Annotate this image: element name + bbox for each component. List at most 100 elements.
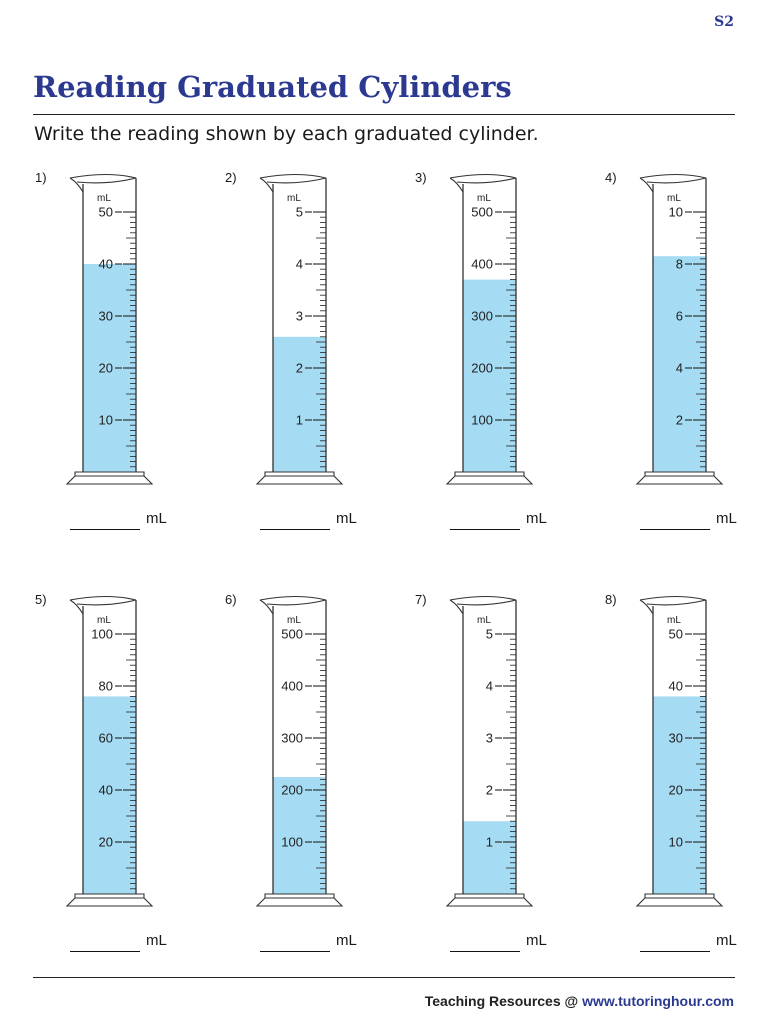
scale-label: 30 bbox=[669, 731, 683, 746]
scale-label: 400 bbox=[471, 257, 493, 272]
problem-7: mL 5 4 3 2 1 7) mL bbox=[413, 592, 603, 962]
liquid-level bbox=[653, 256, 706, 472]
cylinder-walls bbox=[462, 600, 517, 894]
cylinder-spout bbox=[449, 173, 517, 193]
scale-label: 1 bbox=[486, 835, 493, 850]
answer-blank[interactable] bbox=[640, 951, 710, 952]
title-divider bbox=[33, 114, 735, 115]
scale-label: 20 bbox=[99, 361, 113, 376]
answer-blank[interactable] bbox=[70, 951, 140, 952]
cylinder-base bbox=[65, 893, 154, 907]
graduated-cylinder: mL5 4 3 2 1 bbox=[445, 595, 534, 907]
cylinder-spout bbox=[639, 173, 707, 193]
scale-label: 80 bbox=[99, 679, 113, 694]
scale-label: 5 bbox=[486, 627, 493, 642]
graduated-cylinder: mL5 4 3 2 1 bbox=[255, 173, 344, 485]
footer-site-link[interactable]: www.tutoringhour.com bbox=[582, 993, 734, 1009]
answer-unit: mL bbox=[716, 932, 737, 949]
scale-label: 30 bbox=[99, 309, 113, 324]
problem-number: 1) bbox=[35, 170, 47, 185]
scale-unit-label: mL bbox=[477, 193, 491, 204]
problem-number: 8) bbox=[605, 592, 617, 607]
scale-label: 4 bbox=[486, 679, 493, 694]
cylinder-spout bbox=[449, 595, 517, 615]
answer-field[interactable]: mL bbox=[450, 932, 610, 954]
scale-label: 10 bbox=[669, 835, 683, 850]
scale-unit-label: mL bbox=[97, 193, 111, 204]
scale-label: 200 bbox=[471, 361, 493, 376]
liquid-level bbox=[463, 279, 516, 472]
cylinder-walls bbox=[462, 178, 517, 472]
cylinder-walls bbox=[272, 600, 327, 894]
scale-label: 100 bbox=[91, 627, 113, 642]
problem-number: 6) bbox=[225, 592, 237, 607]
problem-3: mL 500 400 300 200 100 3) mL bbox=[413, 170, 603, 540]
scale-unit-label: mL bbox=[287, 615, 301, 626]
answer-field[interactable]: mL bbox=[70, 932, 230, 954]
scale-label: 400 bbox=[281, 679, 303, 694]
scale-label: 10 bbox=[99, 413, 113, 428]
answer-unit: mL bbox=[526, 932, 547, 949]
scale-label: 3 bbox=[296, 309, 303, 324]
answer-blank[interactable] bbox=[450, 951, 520, 952]
answer-blank[interactable] bbox=[450, 529, 520, 530]
scale-label: 5 bbox=[296, 205, 303, 220]
liquid-level bbox=[273, 777, 326, 894]
answer-field[interactable]: mL bbox=[260, 510, 420, 532]
scale-label: 100 bbox=[281, 835, 303, 850]
page-title: Reading Graduated Cylinders bbox=[33, 70, 512, 104]
answer-field[interactable]: mL bbox=[640, 932, 768, 954]
liquid-level bbox=[653, 696, 706, 894]
scale-label: 4 bbox=[296, 257, 303, 272]
problem-1: mL 50 40 30 20 10 1) mL bbox=[33, 170, 223, 540]
scale-label: 2 bbox=[296, 361, 303, 376]
answer-blank[interactable] bbox=[260, 951, 330, 952]
answer-field[interactable]: mL bbox=[450, 510, 610, 532]
cylinder-spout bbox=[69, 173, 137, 193]
page-code: S2 bbox=[714, 14, 734, 30]
answer-blank[interactable] bbox=[70, 529, 140, 530]
problem-5: mL 100 80 60 40 20 5) mL bbox=[33, 592, 223, 962]
problem-number: 5) bbox=[35, 592, 47, 607]
scale-label: 1 bbox=[296, 413, 303, 428]
answer-field[interactable]: mL bbox=[640, 510, 768, 532]
scale-unit-label: mL bbox=[477, 615, 491, 626]
answer-unit: mL bbox=[336, 932, 357, 949]
problem-4: mL 10 8 6 4 2 4) mL bbox=[603, 170, 768, 540]
liquid-level bbox=[273, 336, 326, 472]
liquid-level bbox=[463, 821, 516, 894]
instructions: Write the reading shown by each graduate… bbox=[34, 123, 539, 145]
cylinder-base bbox=[445, 471, 534, 485]
scale-label: 40 bbox=[669, 679, 683, 694]
scale-label: 500 bbox=[471, 205, 493, 220]
cylinder-spout bbox=[639, 595, 707, 615]
cylinder-walls bbox=[82, 178, 137, 472]
scale-label: 500 bbox=[281, 627, 303, 642]
problem-number: 4) bbox=[605, 170, 617, 185]
answer-field[interactable]: mL bbox=[260, 932, 420, 954]
footer-credit: Teaching Resources @ www.tutoringhour.co… bbox=[425, 993, 734, 1009]
scale-label: 3 bbox=[486, 731, 493, 746]
scale-label: 2 bbox=[486, 783, 493, 798]
cylinder-walls bbox=[272, 178, 327, 472]
scale-label: 40 bbox=[99, 257, 113, 272]
answer-field[interactable]: mL bbox=[70, 510, 230, 532]
cylinder-walls bbox=[82, 600, 137, 894]
scale-label: 200 bbox=[281, 783, 303, 798]
scale-label: 6 bbox=[676, 309, 683, 324]
answer-unit: mL bbox=[716, 510, 737, 527]
problem-2: mL 5 4 3 2 1 2) mL bbox=[223, 170, 413, 540]
answer-unit: mL bbox=[146, 510, 167, 527]
problem-number: 7) bbox=[415, 592, 427, 607]
scale-label: 50 bbox=[669, 627, 683, 642]
answer-blank[interactable] bbox=[260, 529, 330, 530]
scale-label: 8 bbox=[676, 257, 683, 272]
answer-blank[interactable] bbox=[640, 529, 710, 530]
scale-label: 60 bbox=[99, 731, 113, 746]
scale-label: 20 bbox=[99, 835, 113, 850]
scale-label: 100 bbox=[471, 413, 493, 428]
